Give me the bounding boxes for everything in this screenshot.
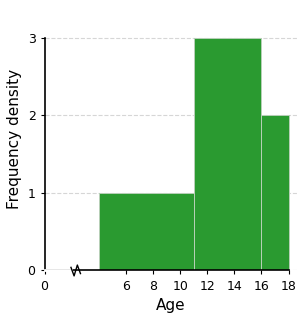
Bar: [99, 193, 194, 270]
Bar: [261, 116, 288, 270]
Bar: [194, 38, 261, 270]
X-axis label: Age: Age: [156, 298, 185, 313]
Y-axis label: Frequency density: Frequency density: [7, 69, 22, 209]
